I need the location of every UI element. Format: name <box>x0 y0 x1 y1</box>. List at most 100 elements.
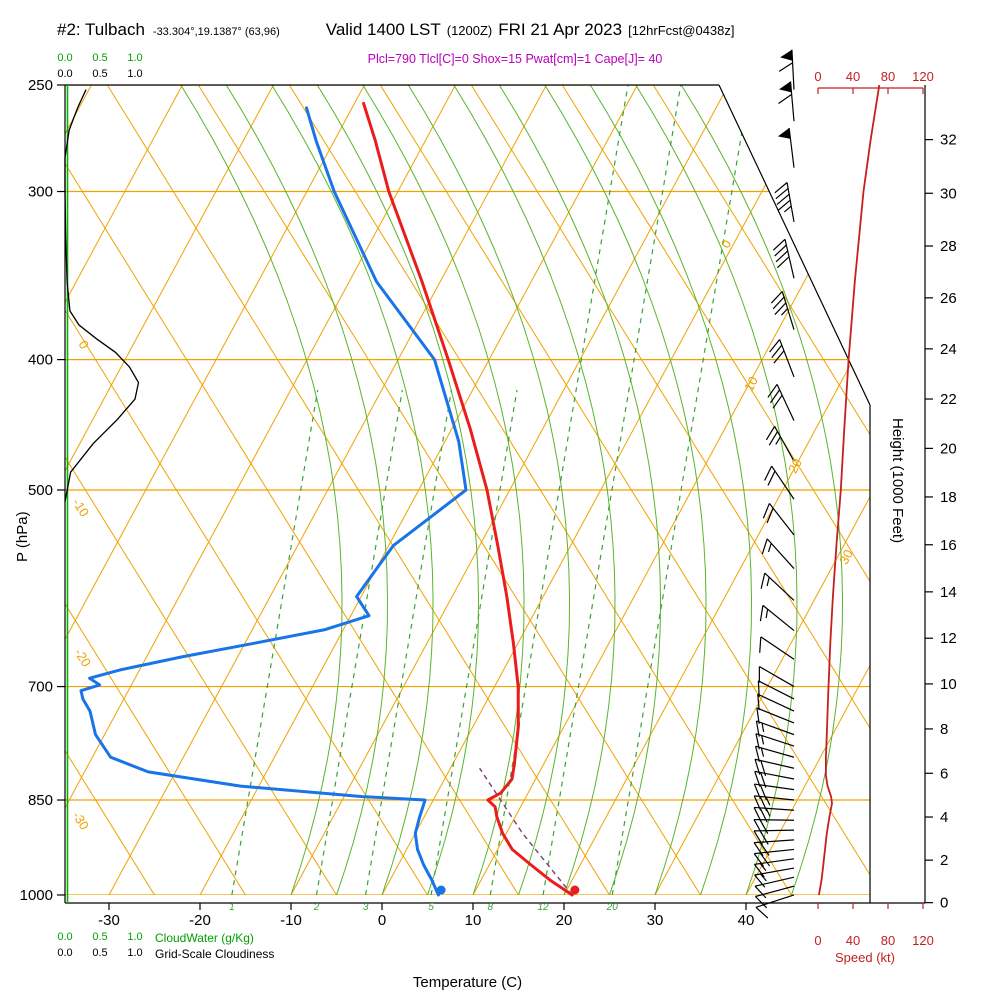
valid-time: Valid 1400 LST <box>325 20 441 39</box>
svg-text:-30: -30 <box>98 912 120 929</box>
svg-text:-20: -20 <box>189 912 211 929</box>
speed-axis: 0 0 40 40 80 80 120 120 <box>814 69 933 948</box>
svg-text:10: 10 <box>741 374 761 394</box>
svg-text:80: 80 <box>881 933 895 948</box>
svg-text:-10: -10 <box>69 496 92 520</box>
svg-text:-30: -30 <box>69 809 92 833</box>
svg-text:28: 28 <box>940 238 957 255</box>
svg-text:-20: -20 <box>71 646 94 670</box>
cloudwater-label: CloudWater (g/Kg) <box>155 931 254 945</box>
dry-adiabat-labels: 0-10-20-30 <box>69 337 94 832</box>
svg-text:40: 40 <box>846 933 860 948</box>
svg-text:4: 4 <box>940 809 948 826</box>
svg-text:500: 500 <box>28 482 53 499</box>
cloudiness-scale-05: 0.5 <box>92 68 108 80</box>
height-axis-label: Height (1000 Feet) <box>889 418 906 544</box>
parcel-path <box>478 767 573 896</box>
svg-text:10: 10 <box>940 676 957 693</box>
svg-text:14: 14 <box>940 584 957 601</box>
svg-text:8: 8 <box>488 902 494 913</box>
svg-text:0: 0 <box>814 933 821 948</box>
svg-text:850: 850 <box>28 792 53 809</box>
cloudiness-label: Grid-Scale Cloudiness <box>155 947 275 961</box>
svg-text:12: 12 <box>538 902 550 913</box>
surface-temperature-dot <box>570 885 580 895</box>
svg-text:5: 5 <box>428 902 434 913</box>
speed-curve <box>818 84 881 896</box>
svg-text:20: 20 <box>556 912 573 929</box>
forecast-tag: [12hrFcst@0438z] <box>628 23 735 38</box>
svg-text:32: 32 <box>940 132 957 149</box>
svg-text:1000: 1000 <box>20 887 53 904</box>
dewpoint-curve <box>79 106 468 897</box>
svg-text:16: 16 <box>940 537 957 554</box>
svg-text:40: 40 <box>738 912 755 929</box>
svg-text:80: 80 <box>881 69 895 84</box>
cloudwater-scale-bottom-1: 1.0 <box>127 931 143 943</box>
svg-text:0: 0 <box>814 69 821 84</box>
svg-text:700: 700 <box>28 679 53 696</box>
cloudwater-scale-1: 1.0 <box>127 52 143 64</box>
svg-text:18: 18 <box>940 489 957 506</box>
valid-date: FRI 21 Apr 2023 <box>498 20 623 39</box>
svg-text:2: 2 <box>313 902 320 913</box>
svg-text:300: 300 <box>28 184 53 201</box>
cloudwater-scale-0: 0.0 <box>57 52 73 64</box>
svg-text:120: 120 <box>912 69 934 84</box>
valid-time-group: Valid 1400 LST (1200Z) FRI 21 Apr 2023 [… <box>326 20 735 40</box>
svg-text:2: 2 <box>940 852 948 869</box>
temperature-curve <box>362 101 574 897</box>
svg-text:-10: -10 <box>280 912 302 929</box>
svg-text:250: 250 <box>28 77 53 94</box>
svg-text:6: 6 <box>940 765 948 782</box>
svg-text:0: 0 <box>718 237 735 250</box>
svg-text:10: 10 <box>465 912 482 929</box>
cloudiness-scale-bottom-05: 0.5 <box>92 947 108 959</box>
grid-moist-adiabats <box>180 85 844 895</box>
station-title: #2: Tulbach <box>57 20 145 39</box>
svg-text:3: 3 <box>363 902 369 913</box>
svg-text:1: 1 <box>229 902 235 913</box>
svg-text:22: 22 <box>940 391 957 408</box>
wind-barbs <box>753 49 795 919</box>
surface-dewpoint-dot <box>436 885 446 895</box>
mixing-ratio-labels: 1 2 3 5 8 12 20 <box>229 902 618 913</box>
cloudwater-scale-bottom-0: 0.0 <box>57 931 73 943</box>
cloudwater-scale-05: 0.5 <box>92 52 108 64</box>
speed-axis-label: Speed (kt) <box>835 950 895 965</box>
svg-text:26: 26 <box>940 290 957 307</box>
temperature-axis-label: Temperature (C) <box>412 974 523 991</box>
cloudwater-scale-bottom-05: 0.5 <box>92 931 108 943</box>
station-coords: -33.304°,19.1387° (63,96) <box>152 26 280 38</box>
pressure-axis: 250 300 400 500 700 850 1000 <box>20 77 65 904</box>
valid-zulu: (1200Z) <box>446 23 493 38</box>
svg-text:12: 12 <box>940 630 957 647</box>
svg-text:24: 24 <box>940 341 957 358</box>
temperature-axis: -30 -20 -10 0 10 20 30 40 <box>98 903 754 929</box>
pressure-axis-label: P (hPa) <box>14 511 31 562</box>
cloudiness-curve <box>64 89 140 502</box>
grid-mixing-ratio-lines <box>231 85 751 895</box>
plot-borders <box>64 84 926 904</box>
cloudiness-scale-bottom-0: 0.0 <box>57 947 73 959</box>
grid-isotherms <box>65 85 870 895</box>
svg-text:30: 30 <box>836 547 856 567</box>
svg-text:0: 0 <box>940 895 948 912</box>
cloudiness-scale-0: 0.0 <box>57 68 73 80</box>
cloudiness-scale-bottom-1: 1.0 <box>127 947 143 959</box>
svg-text:20: 20 <box>606 902 619 913</box>
header: #2: Tulbach -33.304°,19.1387° (63,96) Va… <box>57 20 735 40</box>
svg-text:8: 8 <box>940 721 948 738</box>
isotherm-labels: 0 10 20 30 <box>718 237 856 567</box>
svg-text:30: 30 <box>940 185 957 202</box>
svg-text:40: 40 <box>846 69 860 84</box>
svg-text:20: 20 <box>940 440 957 457</box>
svg-text:20: 20 <box>785 456 805 476</box>
cloudiness-scale-1: 1.0 <box>127 68 143 80</box>
svg-text:30: 30 <box>647 912 664 929</box>
svg-text:120: 120 <box>912 933 934 948</box>
stability-params: Plcl=790 Tlcl[C]=0 Shox=15 Pwat[cm]=1 Ca… <box>367 52 663 66</box>
